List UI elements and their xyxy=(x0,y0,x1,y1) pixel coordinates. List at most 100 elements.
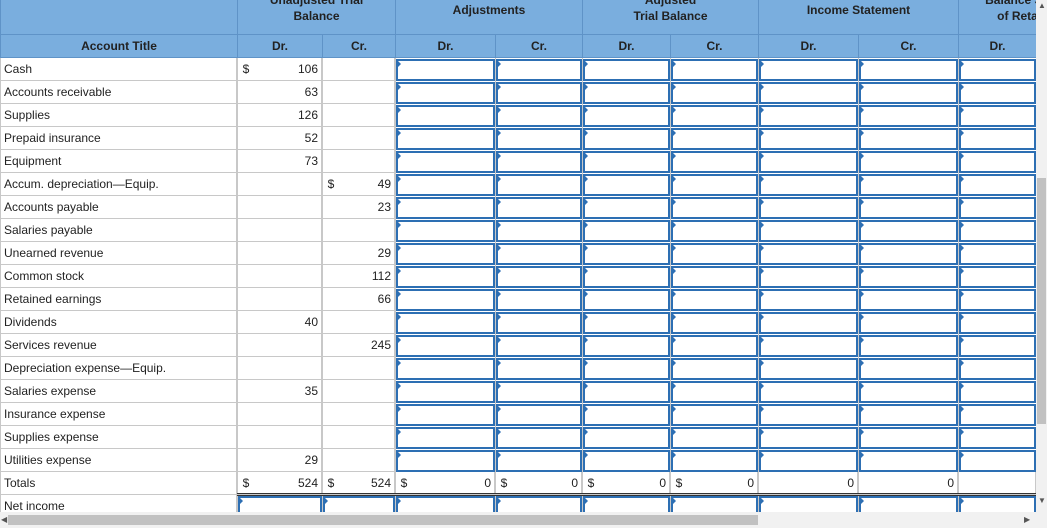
input-cell[interactable] xyxy=(583,105,670,127)
input-cell[interactable] xyxy=(496,82,582,104)
input-cell[interactable] xyxy=(859,427,958,449)
input-cell[interactable] xyxy=(583,59,670,81)
input-cell[interactable] xyxy=(583,243,670,265)
input-cell[interactable] xyxy=(859,450,958,472)
input-cell[interactable] xyxy=(496,335,582,357)
input-cell[interactable] xyxy=(959,59,1036,81)
input-cell[interactable] xyxy=(671,289,758,311)
input-cell[interactable] xyxy=(671,335,758,357)
input-cell[interactable] xyxy=(496,289,582,311)
input-cell[interactable] xyxy=(759,243,858,265)
input-cell[interactable] xyxy=(396,82,495,104)
input-cell[interactable] xyxy=(496,197,582,219)
input-cell[interactable] xyxy=(496,266,582,288)
input-cell[interactable] xyxy=(759,335,858,357)
input-cell[interactable] xyxy=(759,128,858,150)
input-cell[interactable] xyxy=(671,427,758,449)
input-cell[interactable] xyxy=(583,312,670,334)
input-cell[interactable] xyxy=(496,450,582,472)
input-cell[interactable] xyxy=(583,496,670,512)
input-cell[interactable] xyxy=(959,312,1036,334)
input-cell[interactable] xyxy=(959,243,1036,265)
input-cell[interactable] xyxy=(583,289,670,311)
input-cell[interactable] xyxy=(496,427,582,449)
vertical-scroll-thumb[interactable] xyxy=(1037,178,1046,424)
input-cell[interactable] xyxy=(759,174,858,196)
input-cell[interactable] xyxy=(396,197,495,219)
input-cell[interactable] xyxy=(859,335,958,357)
input-cell[interactable] xyxy=(671,105,758,127)
scroll-up-icon[interactable]: ▲ xyxy=(1038,1,1046,10)
input-cell[interactable] xyxy=(859,82,958,104)
input-cell[interactable] xyxy=(496,59,582,81)
input-cell[interactable] xyxy=(759,197,858,219)
input-cell[interactable] xyxy=(671,450,758,472)
input-cell[interactable] xyxy=(759,427,858,449)
input-cell[interactable] xyxy=(396,105,495,127)
input-cell[interactable] xyxy=(859,266,958,288)
input-cell[interactable] xyxy=(759,266,858,288)
input-cell[interactable] xyxy=(959,220,1036,242)
horizontal-scrollbar[interactable]: ◀ ▶ xyxy=(0,512,1036,528)
input-cell[interactable] xyxy=(959,496,1036,512)
input-cell[interactable] xyxy=(323,496,395,512)
input-cell[interactable] xyxy=(671,496,758,512)
input-cell[interactable] xyxy=(759,312,858,334)
input-cell[interactable] xyxy=(671,59,758,81)
input-cell[interactable] xyxy=(959,151,1036,173)
input-cell[interactable] xyxy=(859,197,958,219)
input-cell[interactable] xyxy=(238,496,322,512)
input-cell[interactable] xyxy=(396,220,495,242)
input-cell[interactable] xyxy=(671,220,758,242)
input-cell[interactable] xyxy=(396,128,495,150)
vertical-scrollbar[interactable]: ▲ ▼ xyxy=(1036,0,1047,528)
input-cell[interactable] xyxy=(671,243,758,265)
input-cell[interactable] xyxy=(859,289,958,311)
input-cell[interactable] xyxy=(496,312,582,334)
input-cell[interactable] xyxy=(959,105,1036,127)
input-cell[interactable] xyxy=(671,151,758,173)
input-cell[interactable] xyxy=(583,151,670,173)
input-cell[interactable] xyxy=(583,335,670,357)
input-cell[interactable] xyxy=(959,404,1036,426)
input-cell[interactable] xyxy=(759,450,858,472)
input-cell[interactable] xyxy=(396,427,495,449)
input-cell[interactable] xyxy=(396,151,495,173)
input-cell[interactable] xyxy=(959,381,1036,403)
input-cell[interactable] xyxy=(496,105,582,127)
input-cell[interactable] xyxy=(671,358,758,380)
scroll-down-icon[interactable]: ▼ xyxy=(1038,496,1046,505)
input-cell[interactable] xyxy=(496,220,582,242)
input-cell[interactable] xyxy=(859,220,958,242)
input-cell[interactable] xyxy=(396,496,495,512)
input-cell[interactable] xyxy=(759,404,858,426)
input-cell[interactable] xyxy=(396,266,495,288)
input-cell[interactable] xyxy=(583,174,670,196)
scroll-left-icon[interactable]: ◀ xyxy=(1,515,8,524)
input-cell[interactable] xyxy=(959,128,1036,150)
input-cell[interactable] xyxy=(671,174,758,196)
input-cell[interactable] xyxy=(583,220,670,242)
input-cell[interactable] xyxy=(671,266,758,288)
input-cell[interactable] xyxy=(583,358,670,380)
input-cell[interactable] xyxy=(396,174,495,196)
input-cell[interactable] xyxy=(496,404,582,426)
input-cell[interactable] xyxy=(583,266,670,288)
input-cell[interactable] xyxy=(859,312,958,334)
input-cell[interactable] xyxy=(959,450,1036,472)
input-cell[interactable] xyxy=(859,59,958,81)
input-cell[interactable] xyxy=(959,174,1036,196)
input-cell[interactable] xyxy=(959,427,1036,449)
input-cell[interactable] xyxy=(759,59,858,81)
input-cell[interactable] xyxy=(583,197,670,219)
input-cell[interactable] xyxy=(859,381,958,403)
input-cell[interactable] xyxy=(496,243,582,265)
input-cell[interactable] xyxy=(859,128,958,150)
input-cell[interactable] xyxy=(671,128,758,150)
input-cell[interactable] xyxy=(396,450,495,472)
input-cell[interactable] xyxy=(496,151,582,173)
input-cell[interactable] xyxy=(759,358,858,380)
horizontal-scroll-thumb[interactable] xyxy=(8,515,758,525)
input-cell[interactable] xyxy=(759,151,858,173)
input-cell[interactable] xyxy=(496,128,582,150)
